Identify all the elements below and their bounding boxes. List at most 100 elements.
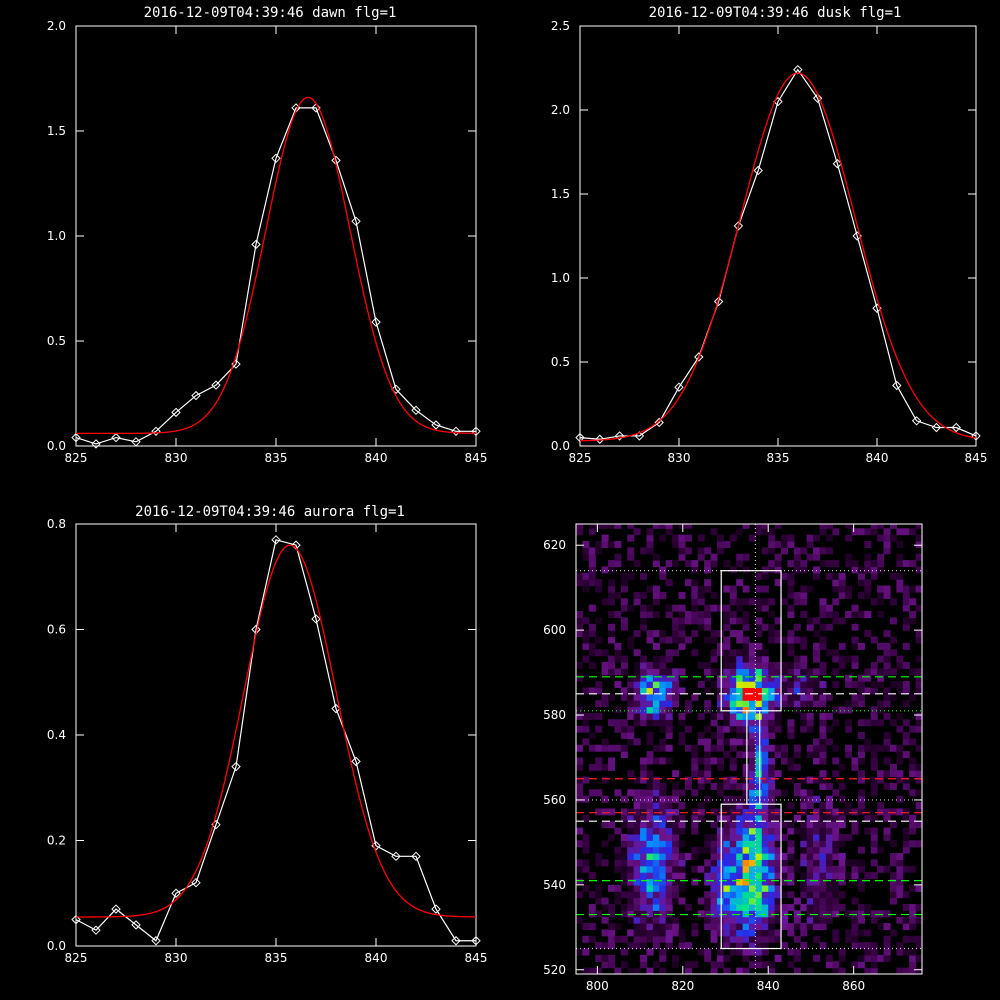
heatmap-cell <box>857 579 865 587</box>
heatmap-cell <box>896 579 904 587</box>
heatmap-cell <box>627 884 635 892</box>
heatmap-cell <box>749 840 757 848</box>
heatmap-cell <box>640 884 648 892</box>
heatmap-cell <box>896 865 904 873</box>
heatmap-cell <box>716 700 724 708</box>
heatmap-cell <box>825 524 833 529</box>
heatmap-cell <box>582 859 590 867</box>
heatmap-cell <box>902 808 910 816</box>
heatmap-cell <box>723 700 731 708</box>
heatmap-cell <box>902 814 910 822</box>
heatmap-cell <box>761 681 769 689</box>
heatmap-cell <box>716 961 724 969</box>
heatmap-cell <box>614 649 622 657</box>
heatmap-cell <box>646 878 654 886</box>
data-point <box>575 432 585 443</box>
heatmap-cell <box>646 700 654 708</box>
heatmap-cell <box>909 598 917 606</box>
heatmap-cell <box>723 751 731 759</box>
heatmap-cell <box>787 572 795 580</box>
heatmap-cell <box>883 923 891 931</box>
heatmap-cell <box>729 681 737 689</box>
heatmap-cell <box>742 712 750 720</box>
heatmap-cell <box>697 585 705 593</box>
heatmap-cell <box>749 655 757 663</box>
heatmap-cell <box>819 891 827 899</box>
heatmap-cell <box>710 719 718 727</box>
data-point <box>674 382 684 392</box>
heatmap-cell <box>627 878 635 886</box>
heatmap-cell <box>781 865 789 873</box>
heatmap-cell <box>729 923 737 931</box>
heatmap-cell <box>646 802 654 810</box>
heatmap-cell <box>742 878 750 886</box>
heatmap-cell <box>902 846 910 854</box>
heatmap-cell <box>627 770 635 778</box>
heatmap-cell <box>640 674 648 682</box>
heatmap-cell <box>870 560 878 568</box>
heatmap-cell <box>806 744 814 752</box>
heatmap-cell <box>620 935 628 943</box>
heatmap-cell <box>595 884 603 892</box>
heatmap-cell <box>633 789 641 797</box>
heatmap-cell <box>889 744 897 752</box>
heatmap-cell <box>672 929 680 937</box>
heatmap-cell <box>672 649 680 657</box>
heatmap-cell <box>857 681 865 689</box>
heatmap-cell <box>896 872 904 880</box>
heatmap-cell <box>793 655 801 663</box>
heatmap-cell <box>768 751 776 759</box>
heatmap-cell <box>819 853 827 860</box>
heatmap-cell <box>749 534 757 542</box>
heatmap-cell <box>845 808 853 816</box>
heatmap-cell <box>825 821 833 829</box>
heatmap-cell <box>819 668 827 676</box>
heatmap-cell <box>793 668 801 676</box>
heatmap-cell <box>736 681 744 689</box>
heatmap-cell <box>761 923 769 931</box>
heatmap-cell <box>640 853 648 860</box>
heatmap-cell <box>608 655 616 663</box>
heatmap-cell <box>710 553 718 561</box>
heatmap-cell <box>755 833 763 841</box>
heatmap-cell <box>691 929 699 937</box>
heatmap-cell <box>723 604 731 612</box>
heatmap-cell <box>845 744 853 752</box>
heatmap-cell <box>851 878 859 886</box>
heatmap-cell <box>640 572 648 580</box>
heatmap-cell <box>633 884 641 892</box>
heatmap-cell <box>742 776 750 784</box>
heatmap-cell <box>864 687 872 695</box>
heatmap-cell <box>633 706 641 714</box>
heatmap-cell <box>909 693 917 701</box>
heatmap-cell <box>652 865 660 873</box>
heatmap-cell <box>620 617 628 625</box>
heatmap-cell <box>665 681 673 689</box>
heatmap-cell <box>793 560 801 568</box>
heatmap-cell <box>838 840 846 848</box>
heatmap-cell <box>627 547 635 555</box>
heatmap-cell <box>909 725 917 733</box>
heatmap-cell <box>781 859 789 867</box>
heatmap-cell <box>659 840 667 848</box>
heatmap-cell <box>601 954 609 962</box>
heatmap-cell <box>659 712 667 720</box>
heatmap-cell <box>889 859 897 867</box>
heatmap-cell <box>646 827 654 835</box>
heatmap-cell <box>742 706 750 714</box>
heatmap-cell <box>582 636 590 644</box>
y-tick-label: 1.5 <box>47 124 66 138</box>
heatmap-cell <box>800 693 808 701</box>
heatmap-cell <box>896 712 904 720</box>
heatmap-cell <box>774 661 782 669</box>
heatmap-cell <box>806 751 814 759</box>
heatmap-cell <box>793 763 801 771</box>
heatmap-cell <box>813 872 821 880</box>
heatmap-cell <box>665 910 673 918</box>
heatmap-cell <box>588 524 596 529</box>
heatmap-cell <box>601 776 609 784</box>
heatmap-cell <box>902 751 910 759</box>
heatmap-cell <box>825 604 833 612</box>
heatmap-cell <box>640 681 648 689</box>
heatmap-cell <box>601 840 609 848</box>
